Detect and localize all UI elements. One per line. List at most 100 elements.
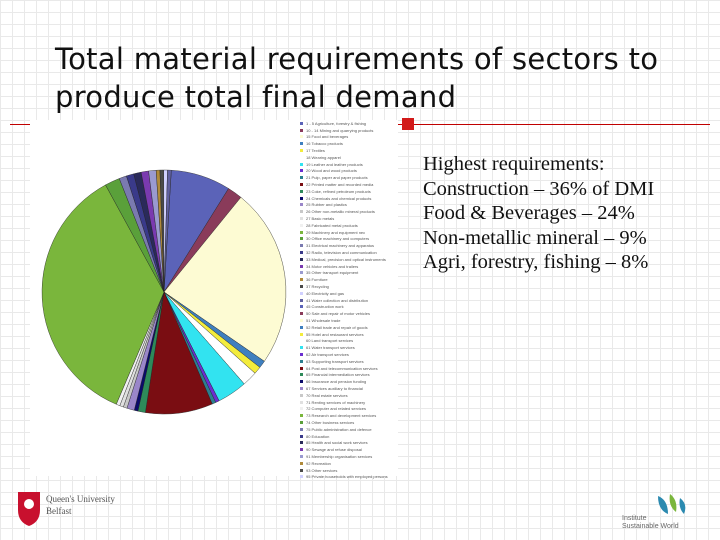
- legend-swatch: [300, 420, 303, 424]
- legend-entry: 90 Sewage and refuse disposal: [300, 446, 398, 453]
- legend-entry: 64 Post and telecommunication services: [300, 365, 398, 372]
- legend-entry: 17 Textiles: [300, 147, 398, 154]
- legend-label: 64 Post and telecommunication services: [306, 365, 378, 371]
- legend-label: 70 Real estate services: [306, 392, 348, 398]
- legend-entry: 29 Machinery and equipment nec: [300, 229, 398, 236]
- legend-label: 30 Office machinery and computers: [306, 236, 370, 242]
- legend-label: 63 Supporting transport services: [306, 358, 364, 364]
- legend-entry: 72 Computer and related services: [300, 405, 398, 412]
- legend-entry: 34 Motor vehicles and trailers: [300, 263, 398, 270]
- legend-swatch: [300, 407, 303, 411]
- legend-swatch: [300, 414, 303, 418]
- legend-entry: 32 Radio, television and communication: [300, 249, 398, 256]
- legend-label: 21 Pulp, paper and paper products: [306, 175, 368, 181]
- legend-label: 45 Construction work: [306, 304, 344, 310]
- svg-text:Queen's University: Queen's University: [46, 494, 115, 504]
- legend-entry: 10 - 14 Mining and quarrying products: [300, 127, 398, 134]
- legend-label: 90 Sewage and refuse disposal: [306, 447, 362, 453]
- legend-swatch: [300, 135, 303, 139]
- legend-label: 15 Food and beverages: [306, 134, 349, 140]
- legend-label: 10 - 14 Mining and quarrying products: [306, 127, 374, 133]
- legend-label: 24 Chemicals and chemical products: [306, 195, 372, 201]
- legend-label: 19 Leather and leather products: [306, 161, 363, 167]
- legend-entry: 1 - 5 Agriculture, forestry & fishing: [300, 120, 398, 127]
- legend-entry: 91 Membership organisation services: [300, 453, 398, 460]
- legend-entry: 71 Renting services of machinery: [300, 399, 398, 406]
- legend-entry: 25 Rubber and plastics: [300, 202, 398, 209]
- legend-entry: 62 Air transport services: [300, 351, 398, 358]
- legend-label: 1 - 5 Agriculture, forestry & fishing: [306, 120, 367, 126]
- legend-entry: 20 Wood and wood products: [300, 168, 398, 175]
- legend-label: 28 Fabricated metal products: [306, 222, 358, 228]
- pie-chart: [41, 169, 287, 415]
- pie-slice: [41, 184, 165, 405]
- pie-slice: [163, 197, 287, 362]
- title-rule-marker: [402, 118, 414, 130]
- slide-title: Total material requirements of sectors t…: [55, 42, 659, 114]
- bullet-line: Highest requirements:: [423, 153, 605, 175]
- legend-swatch: [300, 128, 303, 132]
- legend-label: 35 Other transport equipment: [306, 270, 359, 276]
- legend-swatch: [300, 189, 303, 193]
- legend-swatch: [300, 203, 303, 207]
- legend-swatch: [300, 251, 303, 255]
- legend-entry: 37 Recycling: [300, 283, 398, 290]
- legend-entry: 23 Coke, refined petroleum products: [300, 188, 398, 195]
- legend-entry: 65 Financial intermediation services: [300, 371, 398, 378]
- legend-entry: 26 Other non-metallic mineral products: [300, 208, 398, 215]
- legend-label: 22 Printed matter and recorded media: [306, 182, 374, 188]
- legend-label: 40 Electricity and gas: [306, 290, 345, 296]
- legend-swatch: [300, 359, 303, 363]
- pie-slice: [163, 169, 172, 293]
- legend-label: 62 Air transport services: [306, 351, 349, 357]
- legend-label: 93 Other services: [306, 467, 338, 473]
- legend-entry: 63 Supporting transport services: [300, 358, 398, 365]
- legend-swatch: [300, 210, 303, 214]
- legend-swatch: [300, 155, 303, 159]
- legend-swatch: [300, 380, 303, 384]
- legend-swatch: [300, 244, 303, 248]
- legend-entry: 35 Other transport equipment: [300, 270, 398, 277]
- legend-label: 65 Financial intermediation services: [306, 372, 370, 378]
- legend-label: 95 Private households with employed pers…: [306, 474, 388, 480]
- legend-entry: 51 Wholesale trade: [300, 317, 398, 324]
- legend-label: 72 Computer and related services: [306, 406, 367, 412]
- legend-entry: 55 Hotel and restaurant services: [300, 331, 398, 338]
- legend-entry: 18 Wearing apparel: [300, 154, 398, 161]
- legend-swatch: [300, 454, 303, 458]
- legend-swatch: [300, 196, 303, 200]
- bullet-line: Food & Beverages – 24%: [423, 202, 635, 224]
- legend-entry: 28 Fabricated metal products: [300, 222, 398, 229]
- legend-label: 55 Hotel and restaurant services: [306, 331, 364, 337]
- legend-swatch: [300, 434, 303, 438]
- legend-entry: 93 Other services: [300, 467, 398, 474]
- legend-label: 92 Recreation: [306, 460, 331, 466]
- legend-swatch: [300, 183, 303, 187]
- legend-swatch: [300, 162, 303, 166]
- legend-label: 80 Education: [306, 433, 330, 439]
- legend-swatch: [300, 468, 303, 472]
- legend-entry: 19 Leather and leather products: [300, 161, 398, 168]
- bullet-line: Agri, forestry, fishing – 8%: [423, 251, 649, 273]
- legend-label: 61 Water transport services: [306, 345, 355, 351]
- legend-entry: 22 Printed matter and recorded media: [300, 181, 398, 188]
- legend-label: 51 Wholesale trade: [306, 318, 341, 323]
- legend-swatch: [300, 366, 303, 370]
- legend-entry: 74 Other business services: [300, 419, 398, 426]
- legend-entry: 41 Water collection and distribution: [300, 297, 398, 304]
- legend-swatch: [300, 373, 303, 377]
- legend-label: 50 Sale and repair of motor vehicles: [306, 311, 371, 317]
- bullet-line: Construction – 36% of DMI: [423, 177, 655, 200]
- legend-label: 26 Other non-metallic mineral products: [306, 209, 375, 215]
- legend-swatch: [300, 325, 303, 329]
- legend-label: 17 Textiles: [306, 148, 325, 154]
- legend-entry: 15 Food and beverages: [300, 134, 398, 141]
- legend-swatch: [300, 230, 303, 234]
- chart-legend: 1 - 5 Agriculture, forestry & fishing 10 …: [300, 120, 398, 480]
- legend-label: 52 Retail trade and repair of goods: [306, 324, 368, 330]
- bullet-line: Non-metallic mineral – 9%: [423, 226, 647, 249]
- pie-chart-panel: 1 - 5 Agriculture, forestry & fishing 10 …: [30, 120, 398, 480]
- legend-swatch: [300, 427, 303, 431]
- legend-entry: 66 Insurance and pension funding: [300, 378, 398, 385]
- legend-swatch: [300, 305, 303, 309]
